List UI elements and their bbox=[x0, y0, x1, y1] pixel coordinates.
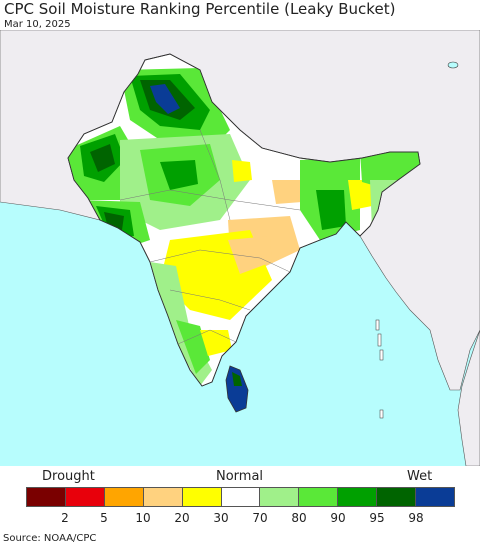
legend-tick-30: 30 bbox=[213, 511, 229, 525]
legend-swatch-8 bbox=[338, 488, 378, 506]
legend-tick-5: 5 bbox=[100, 511, 108, 525]
internal-borders bbox=[119, 129, 301, 345]
legend-tick-90: 90 bbox=[330, 511, 346, 525]
soil-moisture-map bbox=[0, 30, 480, 466]
legend-drought-label: Drought bbox=[42, 469, 95, 484]
extreme-wet-patch-northwest bbox=[90, 144, 115, 172]
legend-swatch-3 bbox=[143, 488, 183, 506]
legend-swatch-5 bbox=[221, 488, 261, 506]
legend-swatch-1 bbox=[65, 488, 105, 506]
sri-lanka-wet-patch bbox=[232, 372, 242, 386]
southeast-land bbox=[457, 329, 480, 466]
legend-wet-label: Wet bbox=[407, 469, 433, 484]
legend-tick-20: 20 bbox=[174, 511, 190, 525]
very-wet-patch-bengal bbox=[316, 190, 346, 230]
legend-swatch-4 bbox=[182, 488, 222, 506]
legend-normal-label: Normal bbox=[216, 469, 264, 484]
legend-color-bar bbox=[26, 487, 455, 507]
very-wet-patch-central bbox=[160, 160, 198, 190]
legend-tick-10: 10 bbox=[135, 511, 151, 525]
legend-tick-70: 70 bbox=[252, 511, 268, 525]
dry-patch-east bbox=[272, 180, 302, 204]
legend-swatch-2 bbox=[104, 488, 144, 506]
legend-swatch-7 bbox=[299, 488, 339, 506]
map-title: CPC Soil Moisture Ranking Percentile (Le… bbox=[4, 0, 396, 18]
sri-lanka bbox=[225, 365, 249, 413]
legend-swatch-0 bbox=[27, 488, 66, 506]
legend-tick-80: 80 bbox=[291, 511, 307, 525]
india-border bbox=[67, 53, 421, 387]
source-credit: Source: NOAA/CPC bbox=[3, 533, 97, 544]
dry-patch-central-south bbox=[228, 236, 272, 274]
lake-marker bbox=[447, 61, 459, 69]
legend-swatch-9 bbox=[377, 488, 417, 506]
legend-tick-95: 95 bbox=[369, 511, 385, 525]
legend-tick-98: 98 bbox=[408, 511, 424, 525]
legend-swatch-10 bbox=[416, 488, 454, 506]
dry-patch-bengal bbox=[348, 180, 372, 210]
legend-swatch-6 bbox=[260, 488, 300, 506]
map-date: Mar 10, 2025 bbox=[4, 19, 71, 30]
legend-tick-2: 2 bbox=[61, 511, 69, 525]
andaman-islands bbox=[375, 319, 384, 419]
wettest-patch-north bbox=[150, 84, 180, 114]
moderate-dry-patch-east bbox=[232, 160, 252, 182]
